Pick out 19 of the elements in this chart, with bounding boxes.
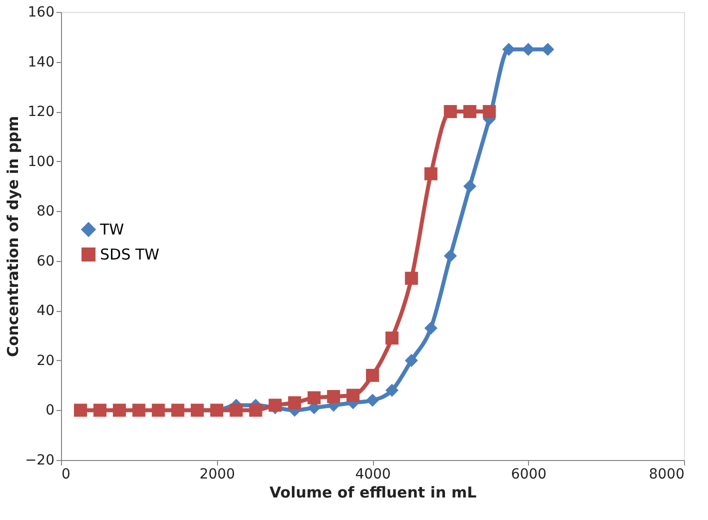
x-tick-label: 6000	[510, 466, 547, 482]
y-tick-label: 0	[46, 402, 54, 419]
y-tick-label: 60	[36, 253, 54, 270]
y-tick-label: 80	[36, 204, 54, 220]
y-tick-label: 160	[28, 4, 54, 20]
y-tick-label: 40	[36, 303, 54, 320]
y-tick-label: −20	[24, 452, 54, 468]
y-axis-title: Concentration of dye in ppm	[4, 116, 22, 358]
x-tick-label: 8000	[648, 466, 684, 482]
y-tick-label: 100	[28, 154, 54, 170]
x-axis-title: Volume of effluent in mL	[269, 484, 477, 502]
x-tick-label: 0	[62, 466, 70, 482]
y-tick-label: 20	[36, 352, 54, 369]
x-tick-label: 4000	[355, 466, 391, 482]
y-tick-label: 120	[28, 104, 54, 120]
x-tick-label: 2000	[199, 466, 236, 482]
legend-label: TW	[99, 220, 124, 238]
legend-label: SDS TW	[100, 246, 160, 264]
y-tick-label: 140	[28, 54, 54, 70]
